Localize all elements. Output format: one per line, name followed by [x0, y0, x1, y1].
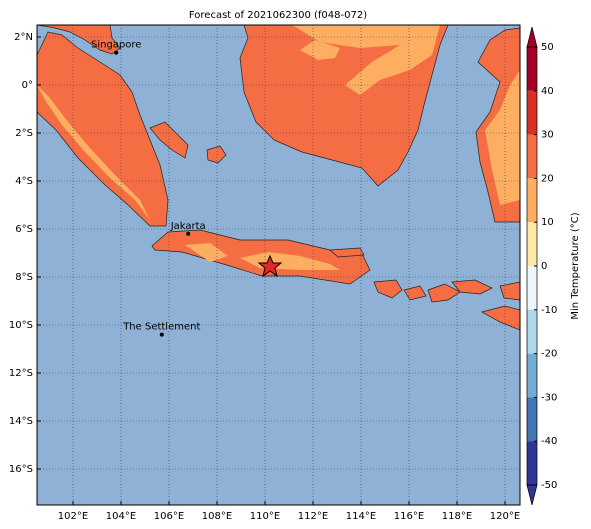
x-tick-label: 116°E [394, 511, 424, 522]
title: Forecast of 2021062300 (f048-072) [189, 10, 367, 21]
borneo-warm [292, 25, 440, 95]
y-tick-label: 10°S [9, 320, 33, 331]
x-tick-label: 114°E [346, 511, 376, 522]
city-label: Jakarta [170, 221, 206, 232]
colorbar-band [527, 134, 537, 179]
colorbar-arrow-top [526, 26, 538, 48]
map-frame [36, 24, 521, 506]
sulawesi-warm [485, 70, 520, 205]
colorbar-band [527, 178, 537, 223]
land [37, 25, 520, 331]
colorbar-band [527, 397, 537, 442]
colorbar-band [527, 222, 537, 266]
colorbar-band [527, 90, 537, 135]
colorbar-band [527, 47, 537, 91]
colorbar-band [527, 309, 537, 354]
belitung [206, 145, 227, 164]
y-tick-label: 14°S [9, 416, 33, 427]
flores [451, 279, 493, 295]
x-tick-label: 108°E [202, 511, 232, 522]
y-tick-label: 0° [22, 80, 33, 91]
borneo-warm-2 [300, 40, 340, 60]
x-tick-label: 112°E [298, 511, 328, 522]
x-tick-label: 120°E [490, 511, 520, 522]
sumatra-warm [37, 85, 150, 220]
colorbar-arrow-bottom [526, 484, 538, 506]
colorbar-tick-label: 0 [541, 261, 547, 272]
malay-peninsula [37, 25, 121, 55]
y-tick-label: 4°S [15, 176, 33, 187]
y-tick-label: 8°S [15, 272, 33, 283]
city-label: The Settlement [122, 322, 200, 333]
star-marker [257, 254, 283, 278]
colorbar-tick-label: -40 [541, 436, 557, 447]
x-tick-label: 110°E [250, 511, 280, 522]
y-tick-label: 16°S [9, 464, 33, 475]
colorbar-band [527, 266, 537, 310]
y-tick-label: 2°S [15, 128, 33, 139]
colorbar-tick-label: -20 [541, 349, 557, 360]
colorbar-tick-label: 40 [541, 86, 554, 97]
colorbar-band [527, 441, 537, 485]
city-marker [159, 332, 164, 337]
colorbar-band [527, 353, 537, 398]
x-tick-label: 118°E [442, 511, 472, 522]
colorbar-tick-label: 50 [541, 42, 554, 53]
sumbawa [427, 283, 461, 303]
y-tick-label: 2°N [14, 32, 33, 43]
colorbar-tick-label: -30 [541, 392, 557, 403]
colorbar-tick-label: 10 [541, 217, 554, 228]
city-marker [114, 50, 119, 55]
colorbar-label: Min Temperature (°C) [570, 212, 581, 319]
bali [373, 279, 403, 299]
colorbar-tick-label: -10 [541, 305, 557, 316]
x-tick-label: 104°E [106, 511, 136, 522]
city-label: Singapore [91, 40, 141, 51]
timor [481, 305, 520, 331]
lombok [403, 285, 427, 301]
y-tick-label: 12°S [9, 368, 33, 379]
colorbar-tick-label: -50 [541, 480, 557, 491]
colorbar-tick-label: 20 [541, 173, 554, 184]
java-warm [185, 243, 340, 270]
city-marker [186, 231, 191, 236]
sumatra [37, 31, 169, 227]
x-tick-label: 106°E [154, 511, 184, 522]
x-tick-label: 102°E [58, 511, 88, 522]
colorbar-tick-label: 30 [541, 130, 554, 141]
madura [329, 247, 365, 258]
y-tick-label: 6°S [15, 224, 33, 235]
